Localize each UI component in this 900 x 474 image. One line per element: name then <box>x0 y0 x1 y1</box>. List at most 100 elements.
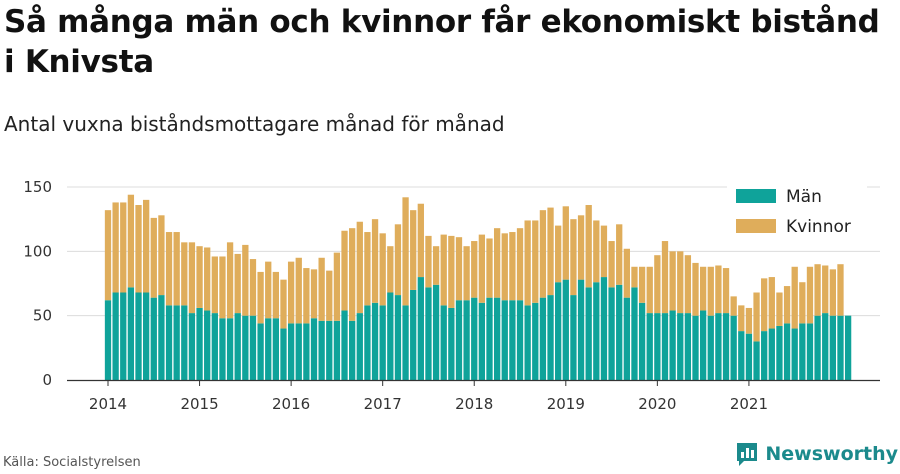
bar-men <box>699 310 707 380</box>
bar-men <box>524 305 531 380</box>
bar-women <box>806 266 814 324</box>
bar-women <box>799 282 806 324</box>
bar-women <box>631 266 638 288</box>
bar-women <box>570 219 577 296</box>
bar-women <box>127 194 135 288</box>
bar-women <box>478 234 486 303</box>
bar-men <box>448 307 455 380</box>
bar-women <box>143 199 150 293</box>
bar-men <box>173 305 180 380</box>
bar-men <box>371 302 379 380</box>
bar-men <box>440 305 447 380</box>
bar-men <box>516 300 524 380</box>
stacked-bar-chart: 0 50 100 150 2014 2015 2016 2017 2018 2019 2020 202… <box>23 178 880 413</box>
bar-men <box>150 297 157 380</box>
y-tick-label: 100 <box>23 242 52 260</box>
bar-men <box>417 277 424 380</box>
bar-men <box>539 297 547 380</box>
bar-women <box>539 210 547 298</box>
bar-men <box>722 313 730 380</box>
bar-women <box>280 279 287 329</box>
bar-men <box>104 300 112 380</box>
bar-women <box>242 244 249 316</box>
y-tick-label: 0 <box>42 371 52 389</box>
bar-women <box>837 264 844 316</box>
bar-men <box>265 318 272 380</box>
bar-women <box>188 242 196 314</box>
bar-men <box>242 315 249 380</box>
bar-women <box>432 246 440 285</box>
x-tick-label: 2020 <box>638 395 676 413</box>
bar-women <box>112 202 119 293</box>
legend-swatch <box>736 219 776 233</box>
bar-men <box>478 302 486 380</box>
x-tick-label: 2015 <box>180 395 218 413</box>
bar-women <box>150 217 157 298</box>
bar-women <box>333 252 341 321</box>
bar-men <box>532 302 539 380</box>
bar-men <box>341 310 348 380</box>
bar-men <box>120 292 127 380</box>
bar-men <box>143 292 150 380</box>
bar-men <box>287 323 295 380</box>
bar-women <box>425 235 432 288</box>
bar-men <box>410 289 417 380</box>
bar-women <box>585 205 592 288</box>
bar-women <box>341 230 348 311</box>
bar-men <box>753 341 760 380</box>
bar-men <box>692 315 699 380</box>
bar-women <box>417 203 424 278</box>
bar-men <box>822 313 829 380</box>
bar-women <box>776 292 783 326</box>
bar-women <box>493 228 501 298</box>
bar-men <box>165 305 173 380</box>
bar-men <box>333 320 341 380</box>
bar-men <box>219 318 226 380</box>
chart-subtitle: Antal vuxna biståndsmottagare månad för … <box>4 112 505 136</box>
bar-women <box>211 256 218 314</box>
bar-men <box>463 300 470 380</box>
bar-women <box>692 262 699 316</box>
bar-men <box>829 315 836 380</box>
bar-men <box>387 292 394 380</box>
bar-men <box>471 297 478 380</box>
x-tick-label: 2016 <box>272 395 310 413</box>
bar-men <box>310 318 318 380</box>
bar-men <box>844 315 852 380</box>
bar-women <box>135 205 142 293</box>
bar-women <box>303 268 310 324</box>
bar-men <box>562 279 569 380</box>
bar-women <box>371 219 379 303</box>
bar-men <box>616 284 623 380</box>
bar-women <box>272 271 280 319</box>
bar-men <box>600 277 608 380</box>
bar-men <box>707 315 714 380</box>
bar-men <box>280 328 287 380</box>
bar-women <box>181 242 188 306</box>
bar-women <box>120 202 127 293</box>
bar-men <box>303 323 310 380</box>
bar-men <box>432 284 440 380</box>
bar-men <box>593 282 600 380</box>
bar-women <box>234 253 241 314</box>
bar-men <box>547 295 554 380</box>
bar-women <box>310 269 318 319</box>
bar-men <box>806 323 814 380</box>
bar-women <box>226 242 234 319</box>
bar-men <box>249 315 257 380</box>
bar-women <box>791 266 798 329</box>
bar-women <box>524 220 531 306</box>
brand-name: Newsworthy <box>765 443 898 465</box>
bar-men <box>577 279 585 380</box>
bar-men <box>684 313 692 380</box>
bar-women <box>364 232 371 306</box>
bar-men <box>509 300 516 380</box>
bar-women <box>295 257 302 324</box>
bar-women <box>593 220 600 283</box>
bar-women <box>822 265 829 314</box>
bar-men <box>738 331 745 380</box>
bar-women <box>219 256 226 319</box>
bar-men <box>234 313 241 380</box>
bar-men <box>326 320 333 380</box>
bar-men <box>356 313 363 380</box>
